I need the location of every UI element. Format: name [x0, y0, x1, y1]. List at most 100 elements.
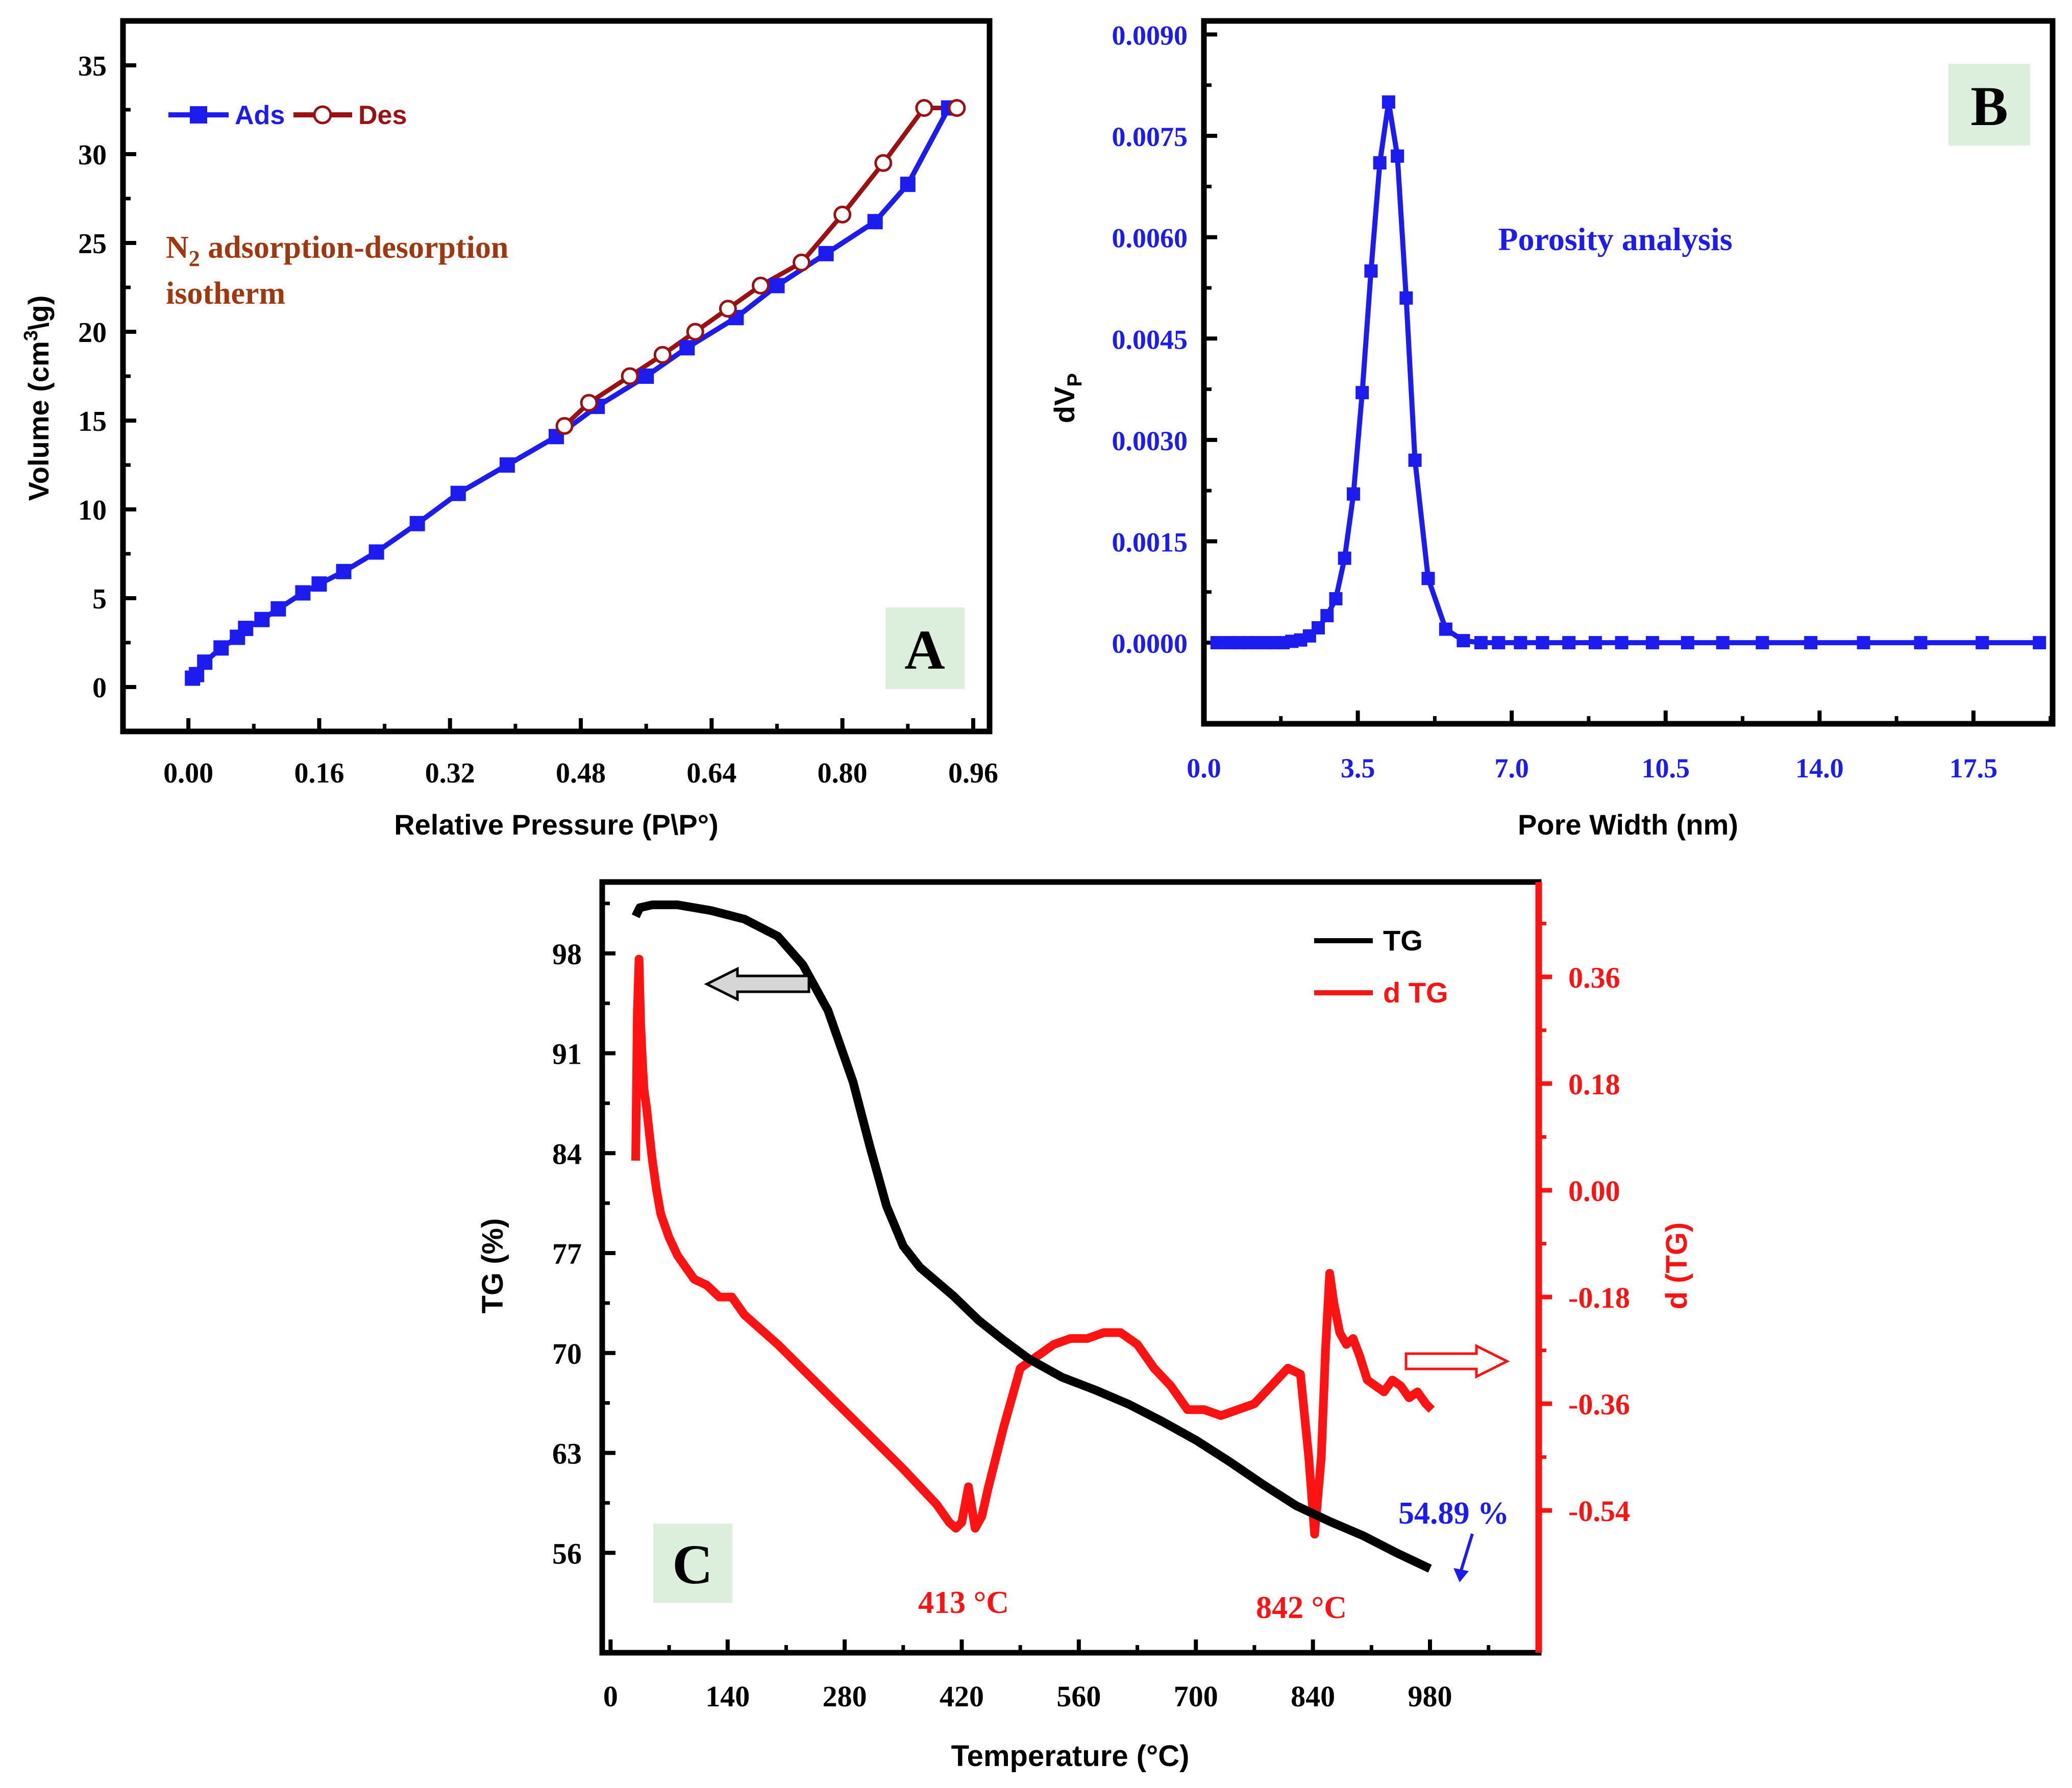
c-left-tick-label: 91: [552, 1038, 582, 1071]
pore-data-point: [1382, 95, 1395, 109]
b-y-tick-label: 0.0090: [1112, 20, 1188, 51]
pore-data-point: [1492, 636, 1506, 650]
pore-data-point: [1320, 609, 1334, 623]
a-y-tick-label: 20: [78, 317, 107, 349]
pore-data-point: [1514, 636, 1527, 650]
pore-data-point: [1756, 636, 1769, 650]
pore-data-point: [1588, 636, 1602, 650]
ads-data-point: [867, 214, 883, 230]
b-ylabel-main: dV: [1048, 387, 1080, 424]
des-data-point: [874, 154, 893, 172]
pore-data-point: [1914, 636, 1928, 650]
pore-data-point: [1457, 634, 1470, 648]
ads-data-point: [295, 585, 311, 601]
legend-ads-marker: [190, 106, 207, 124]
b-x-tick-label: 10.5: [1641, 753, 1690, 783]
pore-data-point: [1716, 636, 1730, 650]
b-ylabel-subscript: P: [1064, 373, 1086, 387]
panel-c-label: C: [672, 1533, 712, 1596]
a-y-tick-label: 10: [78, 495, 107, 526]
a-y-tick-label: 25: [78, 228, 107, 260]
pore-data-point: [1364, 264, 1378, 278]
panel-c-right-tick-labels: -0.54 -0.36 -0.18 0.00 0.18 0.36: [1568, 961, 1630, 1528]
c-left-tick-label: 56: [552, 1537, 582, 1570]
ads-data-point: [499, 457, 515, 473]
legend-ads-label: Ads: [235, 101, 285, 130]
c-x-tick-label: 280: [823, 1680, 867, 1713]
dtg-series-line: [631, 954, 1435, 1539]
c-x-tick-label: 980: [1408, 1680, 1452, 1713]
panel-c-ticks: [602, 901, 1552, 1653]
ads-data-point: [638, 369, 654, 384]
panel-b-y-tick-labels: 0.0000 0.0015 0.0030 0.0045 0.0060 0.0075 0.00…: [1112, 20, 1188, 659]
a-x-tick-label: 0.96: [948, 757, 998, 789]
panel-a-ticks: [123, 19, 975, 731]
pore-data-point: [1399, 291, 1413, 305]
c-left-tick-label: 84: [552, 1137, 582, 1170]
c-right-tick-label: 0.00: [1568, 1174, 1620, 1208]
ads-data-point: [254, 611, 270, 627]
residual-mass-label: 54.89 %: [1398, 1496, 1509, 1531]
panel-c-right-axis-label: d (TG): [1660, 1222, 1693, 1310]
des-data-point: [653, 346, 672, 364]
pore-data-point: [1421, 572, 1435, 585]
panel-c-legend: TG d TG: [1314, 924, 1448, 1009]
pore-data-point: [1857, 636, 1870, 650]
a-x-tick-label: 0.48: [556, 757, 606, 789]
b-y-tick-label: 0.0015: [1112, 527, 1188, 558]
des-data-point: [751, 277, 770, 295]
ads-data-point: [900, 177, 916, 192]
a-x-tick-label: 0.16: [294, 757, 344, 789]
panel-a-y-tick-labels: 0 5 10 15 20 25 30 35: [78, 51, 107, 704]
pore-data-point: [1312, 621, 1325, 634]
b-x-tick-label: 3.5: [1341, 753, 1375, 783]
c-left-tick-label: 98: [552, 938, 582, 971]
c-right-tick-label: 0.36: [1568, 961, 1620, 994]
pore-data-point: [1408, 453, 1422, 467]
panel-b-plot-frame: [1201, 18, 2056, 727]
panel-c-x-tick-labels: 0 140 280 420 560 700 840 980: [603, 1680, 1452, 1713]
annotation-rest: adsorption-desorption: [200, 230, 509, 265]
ylabel-superscript: 3: [20, 330, 42, 341]
b-y-tick-label: 0.0000: [1112, 628, 1188, 659]
residual-pointer-line: [1459, 1533, 1474, 1573]
ads-data-point: [336, 564, 352, 579]
panel-c-left-tick-labels: 56 63 70 77 84 91 98: [552, 938, 582, 1570]
a-x-tick-label: 0.64: [686, 757, 736, 789]
panel-c-label-box: [653, 1524, 732, 1603]
panel-a-label: A: [904, 619, 945, 681]
panel-b-x-tick-labels: 0.0 3.5 7.0 10.5 14.0 17.5: [1187, 753, 1997, 783]
ads-data-point: [238, 621, 254, 636]
c-left-tick-label: 70: [552, 1337, 582, 1370]
panel-b-x-axis-label: Pore Width (nm): [1518, 809, 1738, 841]
ads-data-point: [450, 485, 466, 501]
c-left-tick-label: 63: [552, 1437, 582, 1471]
pore-data-point: [1373, 156, 1387, 170]
panel-c-series-group: [631, 900, 1435, 1573]
pore-data-point: [1474, 636, 1488, 650]
c-x-tick-label: 700: [1174, 1680, 1218, 1713]
des-data-point: [833, 205, 852, 224]
panel-a-y-axis-label: Volume (cm3\g): [20, 296, 55, 501]
b-y-tick-label: 0.0045: [1112, 324, 1188, 355]
legend-tg-label: TG: [1383, 924, 1423, 957]
right-axis-arrow-icon: [1404, 1343, 1510, 1379]
c-right-tick-label: -0.18: [1568, 1281, 1630, 1314]
tg-series-line: [631, 900, 1432, 1573]
a-y-tick-label: 0: [92, 672, 107, 704]
pore-data-point: [1391, 149, 1404, 163]
panel-a-series-group: [185, 99, 966, 686]
panel-c-tga-chart: 0 140 280 420 560 700 840 980 56 63 70 77 84 91 98 -0…: [476, 879, 1693, 1773]
pore-data-point: [1355, 386, 1369, 400]
annotation-n: N: [166, 230, 189, 265]
des-data-point: [621, 367, 639, 385]
c-right-tick-label: -0.36: [1568, 1388, 1630, 1421]
left-axis-arrow-icon: [704, 966, 810, 1002]
b-x-tick-label: 14.0: [1795, 753, 1844, 783]
ylabel-main: Volume (cm: [22, 341, 55, 501]
a-x-tick-label: 0.80: [818, 757, 868, 789]
legend-des-marker: [313, 105, 332, 125]
peak-842-label: 842 °C: [1256, 1590, 1347, 1625]
des-data-point: [915, 99, 933, 117]
